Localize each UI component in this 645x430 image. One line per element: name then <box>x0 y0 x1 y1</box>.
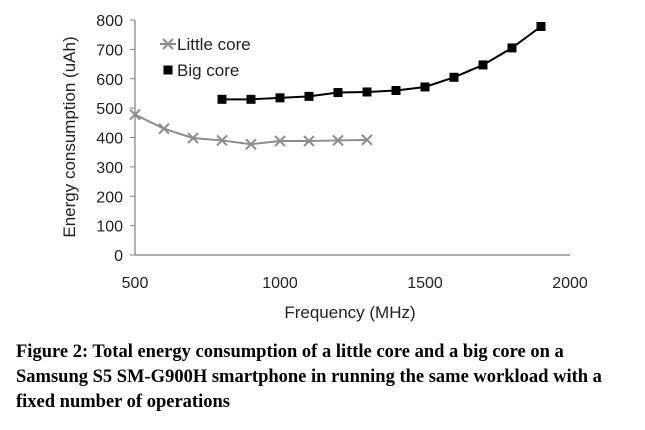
y-tick-label: 100 <box>96 219 123 236</box>
chart: 0 100 200 300 400 500 600 700 800 500 1000 1500 200… <box>60 13 588 322</box>
big-core-point <box>246 94 256 104</box>
little-core-point <box>216 134 228 147</box>
y-axis-title: Energy consumption (uAh) <box>60 36 79 237</box>
axes <box>130 19 570 256</box>
legend-item-little-core: Little core <box>160 35 251 54</box>
big-core-point <box>275 93 285 103</box>
little-core-point <box>303 135 315 147</box>
big-core-point <box>362 87 372 97</box>
legend: Little core Big core <box>160 35 251 80</box>
little-core-point <box>187 132 199 144</box>
little-core-point <box>129 108 141 121</box>
big-core-point <box>478 60 488 70</box>
figure-caption: Figure 2: Total energy consumption of a … <box>16 342 602 412</box>
x-tick-label: 500 <box>122 275 149 292</box>
y-tick-label: 800 <box>96 13 123 30</box>
legend-label-big-core: Big core <box>177 61 239 80</box>
big-core-point <box>507 43 517 53</box>
y-tick-label: 400 <box>96 131 123 148</box>
big-core-point <box>536 21 546 31</box>
big-core-point <box>391 86 401 95</box>
legend-item-big-core: Big core <box>163 61 239 80</box>
big-core-point <box>333 88 343 98</box>
little-core-point <box>332 134 344 147</box>
legend-marker-little-core <box>162 38 174 50</box>
big-core-line <box>222 25 542 101</box>
little-core-line <box>134 113 368 146</box>
x-tick-label: 1000 <box>262 275 298 292</box>
x-tick-label: 1500 <box>407 275 443 292</box>
y-tick-label: 500 <box>96 101 123 118</box>
legend-label-little-core: Little core <box>177 35 251 54</box>
series-markers <box>129 21 546 150</box>
little-core-point <box>361 134 373 146</box>
little-core-point <box>158 122 170 135</box>
y-tick-label: 300 <box>96 160 123 177</box>
x-tick-labels: 500 1000 1500 2000 <box>122 275 588 292</box>
big-core-point <box>217 94 227 104</box>
little-core-point <box>245 138 257 150</box>
big-core-point <box>304 91 314 101</box>
x-tick-label: 2000 <box>552 275 588 292</box>
y-tick-label: 200 <box>96 189 123 206</box>
y-tick-label: 0 <box>114 248 123 265</box>
big-core-point <box>420 82 430 92</box>
legend-marker-big-core <box>163 65 173 75</box>
big-core-point <box>449 72 459 82</box>
y-tick-labels: 0 100 200 300 400 500 600 700 800 <box>96 13 123 265</box>
y-tick-label: 600 <box>96 72 123 89</box>
little-core-point <box>274 135 286 147</box>
y-tick-label: 700 <box>96 42 123 59</box>
x-axis-title: Frequency (MHz) <box>284 303 415 322</box>
